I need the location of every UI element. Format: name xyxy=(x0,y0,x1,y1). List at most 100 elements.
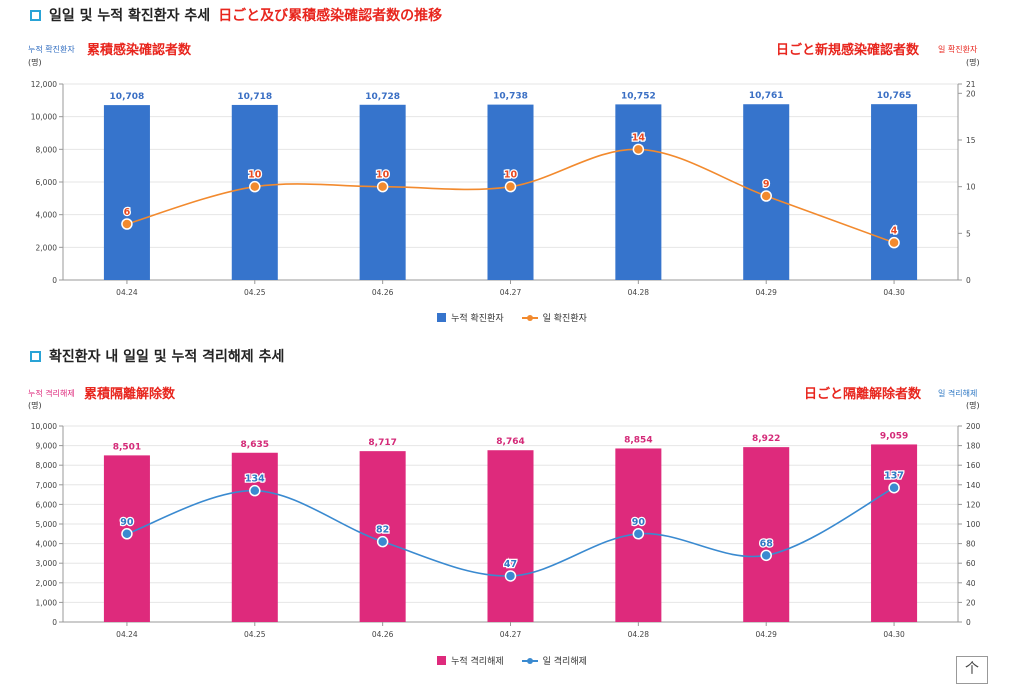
left-axis-jp: 累積感染確認者数 xyxy=(87,43,192,58)
bar-value-label: 10,728 xyxy=(365,92,400,102)
x-tick-label: 04.29 xyxy=(755,630,777,639)
bar xyxy=(103,105,150,280)
left-axis-jp-2: 累積隔離解除数 xyxy=(84,387,176,402)
y-left-tick-label: 4,000 xyxy=(36,540,58,549)
line-value-label: 4 xyxy=(891,226,898,237)
left-axis-tag-2: 누적 격리해제 xyxy=(28,389,75,398)
legend-line-swatch-icon xyxy=(521,656,538,666)
y-left-tick-label: 9,000 xyxy=(36,442,58,451)
legend-item-line-2[interactable]: 일 격리해제 xyxy=(521,654,587,667)
line-value-label: 137 xyxy=(884,471,904,482)
y-left-tick-label: 3,000 xyxy=(36,559,58,568)
bar xyxy=(743,447,790,622)
y-right-tick-label: 40 xyxy=(966,579,976,588)
y-left-tick-label: 10,000 xyxy=(31,422,57,431)
y-left-tick-label: 12,000 xyxy=(31,80,57,89)
chart-released: 0 1,000 2,000 3,000 4,000 5,000 6,000 7,000 8,00… xyxy=(31,422,981,639)
y-left-tick-label: 1,000 xyxy=(36,598,58,607)
y-left-tick-label: 8,000 xyxy=(36,461,58,470)
line-value-label: 82 xyxy=(376,525,389,536)
x-tick-label: 04.28 xyxy=(628,630,650,639)
y-left-tick-label: 6,000 xyxy=(36,500,58,509)
y-right-tick-label: 20 xyxy=(966,89,976,98)
line-point xyxy=(249,180,261,193)
x-tick-label: 04.26 xyxy=(372,288,394,297)
line-value-label: 10 xyxy=(248,170,262,181)
x-tick-label: 04.30 xyxy=(883,288,905,297)
x-tick-label: 04.24 xyxy=(116,630,138,639)
y-right-tick-label: 80 xyxy=(966,540,976,549)
x-tick-label: 04.25 xyxy=(244,630,266,639)
section2-title: 확진환자 내 일일 및 누적 격리해제 추세 xyxy=(30,346,284,366)
line-value-label: 134 xyxy=(245,474,265,485)
y-left-tick-label: 5,000 xyxy=(36,520,58,529)
left-axis-unit: (명) xyxy=(28,58,42,67)
legend-item-bar-2[interactable]: 누적 격리해제 xyxy=(437,654,504,667)
y-right-tick-label: 160 xyxy=(966,461,981,470)
y-right-tick-label: 21 xyxy=(966,80,976,89)
line-point xyxy=(760,190,772,202)
line-point xyxy=(376,180,389,193)
x-tick-label: 04.29 xyxy=(755,288,777,297)
square-bullet-icon xyxy=(30,9,41,21)
line-value-label: 90 xyxy=(632,517,646,528)
y-right-tick-label: 15 xyxy=(966,136,976,145)
bar-value-label: 10,765 xyxy=(877,91,912,101)
line-point xyxy=(376,535,389,548)
y-left-tick-label: 4,000 xyxy=(36,211,58,220)
bar-value-label: 8,764 xyxy=(496,437,524,447)
y-right-tick-label: 0 xyxy=(966,276,971,285)
y-right-tick-label: 5 xyxy=(966,229,971,238)
y-left-tick-label: 7,000 xyxy=(36,481,58,490)
line-value-label: 10 xyxy=(504,170,518,181)
y-right-tick-label: 0 xyxy=(966,618,971,627)
line-point xyxy=(121,528,133,540)
line-point xyxy=(760,549,772,562)
y-right-tick-label: 60 xyxy=(966,559,976,568)
y-right-tick-label: 180 xyxy=(966,442,981,451)
y-left-tick-label: 0 xyxy=(52,618,57,627)
scroll-top-button[interactable]: 个 xyxy=(956,656,988,684)
y-right-tick-label: 140 xyxy=(966,481,981,490)
legend-cases: 누적 확진환자 일 확진환자 xyxy=(0,311,1024,324)
line-point xyxy=(888,481,900,494)
x-tick-label: 04.30 xyxy=(883,630,905,639)
bar-value-label: 9,059 xyxy=(880,431,908,441)
y-left-tick-label: 2,000 xyxy=(36,579,58,588)
bar xyxy=(487,450,534,622)
legend-item-line[interactable]: 일 확진환자 xyxy=(521,311,587,324)
line-point xyxy=(504,570,517,582)
legend-released: 누적 격리해제 일 격리해제 xyxy=(0,654,1024,667)
bar-value-label: 10,761 xyxy=(749,91,784,101)
y-left-tick-label: 8,000 xyxy=(36,145,58,154)
x-tick-label: 04.24 xyxy=(116,288,138,297)
section1-title-jp: 日ごと及び累積感染確認者数の推移 xyxy=(218,8,443,24)
bar xyxy=(615,104,662,280)
x-tick-label: 04.26 xyxy=(372,630,394,639)
y-right-tick-label: 20 xyxy=(966,598,976,607)
left-axis-unit-2: (명) xyxy=(28,401,42,410)
line-point xyxy=(504,180,517,193)
x-tick-label: 04.27 xyxy=(500,630,522,639)
bar-value-label: 8,854 xyxy=(624,435,652,445)
legend-item-bar[interactable]: 누적 확진환자 xyxy=(437,311,504,324)
legend-line-swatch-icon xyxy=(521,313,538,323)
bar-value-label: 8,717 xyxy=(368,438,396,448)
right-axis-unit-2: (명) xyxy=(966,401,980,410)
y-left-tick-label: 2,000 xyxy=(36,243,58,252)
bar xyxy=(871,104,918,280)
line-value-label: 6 xyxy=(124,207,131,218)
bar xyxy=(231,104,278,280)
right-axis-tag: 일 확진환자 xyxy=(938,45,978,54)
right-axis-unit: (명) xyxy=(966,58,980,67)
y-right-tick-label: 100 xyxy=(966,520,981,529)
x-tick-label: 04.25 xyxy=(244,288,266,297)
x-tick-label: 04.28 xyxy=(628,288,650,297)
left-axis-tag: 누적 확진환자 xyxy=(28,45,75,54)
line-point xyxy=(121,218,133,230)
right-axis-tag-2: 일 격리해제 xyxy=(938,389,978,398)
y-right-tick-label: 10 xyxy=(966,183,976,192)
bar-value-label: 8,635 xyxy=(241,440,269,450)
line-point xyxy=(632,528,645,540)
line-point xyxy=(888,236,900,249)
